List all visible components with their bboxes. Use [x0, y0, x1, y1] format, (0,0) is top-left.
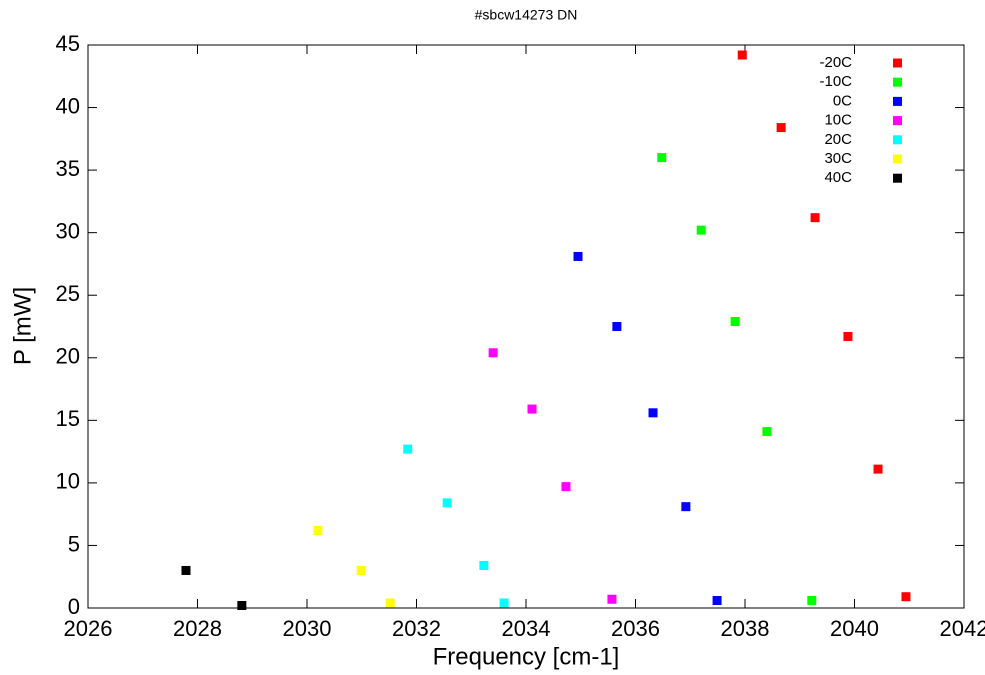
legend-marker — [893, 173, 902, 183]
legend-label: 20C — [824, 131, 852, 148]
point — [479, 560, 489, 570]
point — [527, 404, 537, 414]
x-tick-label: 2040 — [830, 616, 879, 641]
y-axis-label: P [mW] — [9, 287, 36, 365]
point — [807, 595, 817, 605]
x-tick-label: 2038 — [721, 616, 770, 641]
point — [730, 316, 740, 326]
point — [385, 598, 395, 608]
point — [561, 482, 571, 492]
legend-label: 0C — [833, 92, 852, 109]
point — [356, 565, 366, 575]
point — [648, 408, 658, 418]
point — [488, 348, 498, 358]
y-tick-label: 35 — [56, 156, 80, 181]
legend-label: 30C — [824, 150, 852, 167]
y-tick-label: 25 — [56, 281, 80, 306]
point — [810, 213, 820, 223]
y-tick-label: 30 — [56, 218, 80, 243]
legend-marker — [893, 116, 902, 126]
y-tick-label: 10 — [56, 469, 80, 494]
legend-marker — [893, 77, 902, 87]
point — [712, 595, 722, 605]
chart-title: #sbcw14273 DN — [475, 7, 578, 23]
point — [762, 427, 772, 437]
x-tick-label: 2032 — [392, 616, 441, 641]
legend-label: -10C — [819, 73, 852, 90]
point — [612, 322, 622, 331]
plot-frame — [87, 44, 965, 609]
point — [901, 592, 911, 602]
point — [181, 565, 191, 575]
point — [237, 600, 247, 610]
legend-label: 10C — [824, 112, 852, 129]
x-tick-label: 2028 — [173, 616, 222, 641]
x-tick-label: 2034 — [502, 616, 551, 641]
legend-marker — [893, 135, 902, 145]
x-tick-label: 2042 — [940, 616, 985, 641]
legend-label: 40C — [824, 169, 852, 186]
point — [776, 123, 786, 133]
point — [873, 464, 883, 474]
y-tick-label: 15 — [56, 406, 80, 431]
point — [843, 332, 853, 342]
point — [737, 50, 747, 60]
legend-label: -20C — [819, 54, 852, 71]
legend-marker — [893, 154, 902, 164]
point — [607, 594, 617, 604]
point — [681, 502, 691, 512]
x-axis-label: Frequency [cm-1] — [433, 643, 620, 670]
legend-marker — [893, 96, 902, 106]
y-tick-label: 0 — [68, 594, 80, 619]
y-tick-label: 20 — [56, 344, 80, 369]
point — [403, 444, 413, 454]
point — [313, 525, 323, 535]
y-tick-label: 40 — [56, 93, 80, 118]
point — [442, 498, 452, 508]
point — [573, 251, 583, 261]
legend-marker — [893, 58, 902, 68]
point — [499, 598, 509, 608]
point — [657, 153, 667, 163]
x-tick-label: 2026 — [64, 616, 113, 641]
y-tick-label: 45 — [56, 31, 80, 56]
x-tick-label: 2036 — [611, 616, 660, 641]
y-tick-label: 5 — [68, 531, 80, 556]
x-tick-label: 2030 — [283, 616, 332, 641]
point — [696, 225, 706, 235]
